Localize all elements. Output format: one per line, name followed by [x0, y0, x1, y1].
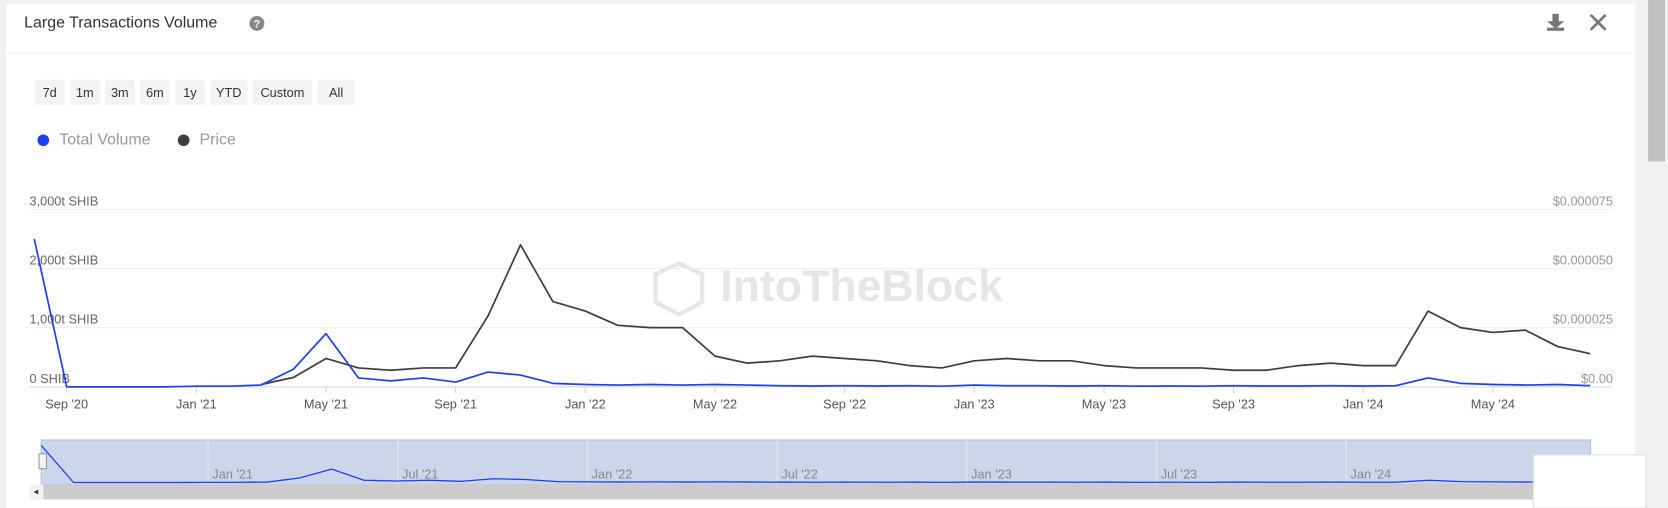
- watermark: IntoTheBlock: [720, 262, 1003, 311]
- navigator-label: Jan '23: [971, 466, 1012, 481]
- range-button[interactable]: [140, 79, 170, 106]
- range-button[interactable]: [34, 79, 65, 106]
- navigator-scroll-thumb[interactable]: [43, 484, 1591, 500]
- x-tick-label: Jan '24: [1343, 396, 1384, 411]
- legend-label: Total Volume: [59, 131, 150, 148]
- series-line: [33, 238, 1591, 388]
- scrollbar-thumb[interactable]: [1648, 0, 1666, 162]
- navigator-label: Jan '22: [592, 466, 633, 481]
- legend-marker: [37, 134, 50, 147]
- x-tick-label: May '22: [693, 396, 737, 411]
- card-title: Large Transactions Volume: [24, 15, 217, 32]
- navigator-label: Jan '24: [1351, 466, 1392, 481]
- y2-tick-label: $0.000050: [1553, 252, 1613, 267]
- range-button-label[interactable]: 7d: [43, 85, 57, 100]
- navigator-handle[interactable]: [38, 453, 48, 470]
- range-button-label[interactable]: 1m: [76, 85, 94, 100]
- x-tick-label: May '23: [1082, 396, 1126, 411]
- download-icon[interactable]: [1547, 13, 1565, 31]
- range-button-label[interactable]: All: [329, 85, 343, 100]
- x-tick-label: May '21: [304, 396, 348, 411]
- range-button-label[interactable]: Custom: [260, 85, 304, 100]
- corner-panel: [1532, 454, 1647, 508]
- range-button[interactable]: [252, 79, 313, 106]
- range-button-label[interactable]: 3m: [111, 85, 129, 100]
- y-tick-label: 3,000t SHIB: [29, 193, 98, 208]
- card: [6, 4, 1636, 508]
- x-tick-label: Sep '23: [1212, 396, 1255, 411]
- collapse-icon[interactable]: [1589, 13, 1607, 31]
- help-icon-mark: ?: [254, 18, 260, 30]
- legend-item[interactable]: Total Volume: [37, 131, 151, 148]
- range-button-label[interactable]: YTD: [216, 85, 242, 100]
- x-tick-label: Jan '21: [176, 396, 217, 411]
- x-tick-label: Sep '20: [45, 396, 88, 411]
- help-icon[interactable]: [249, 15, 265, 31]
- navigator-label: Jul '21: [402, 466, 438, 481]
- x-tick-label: Jan '23: [954, 396, 995, 411]
- range-button-label[interactable]: 1y: [183, 85, 197, 100]
- x-tick-label: Jan '22: [565, 396, 606, 411]
- y-tick-label: 0 SHIB: [29, 371, 69, 386]
- range-button[interactable]: [317, 79, 355, 106]
- y2-tick-label: $0.000025: [1553, 312, 1613, 327]
- legend-marker: [177, 134, 190, 147]
- range-button[interactable]: [210, 79, 248, 106]
- series-line: [260, 244, 1591, 386]
- y2-tick-label: $0.00: [1581, 371, 1613, 386]
- range-button[interactable]: [104, 79, 135, 106]
- y-tick-label: 1,000t SHIB: [29, 312, 98, 327]
- legend-label: Price: [200, 131, 236, 148]
- range-button-label[interactable]: 6m: [146, 85, 164, 100]
- y-tick-label: 2,000t SHIB: [29, 252, 98, 267]
- navigator-label: Jan '21: [212, 466, 253, 481]
- x-tick-label: Sep '21: [434, 396, 477, 411]
- legend-item[interactable]: Price: [177, 131, 236, 148]
- range-button[interactable]: [69, 79, 100, 106]
- y2-tick-label: $0.000075: [1553, 193, 1613, 208]
- watermark-logo: [653, 261, 705, 317]
- scroll-left-arrow: ◂: [33, 487, 38, 498]
- navigator-label: Jul '22: [781, 466, 817, 481]
- navigator-selection: [40, 439, 1592, 486]
- range-button[interactable]: [175, 79, 205, 106]
- navigator-line: [40, 444, 1591, 484]
- navigator-label: Jul '23: [1161, 466, 1197, 481]
- x-tick-label: May '24: [1471, 396, 1515, 411]
- x-tick-label: Sep '22: [823, 396, 866, 411]
